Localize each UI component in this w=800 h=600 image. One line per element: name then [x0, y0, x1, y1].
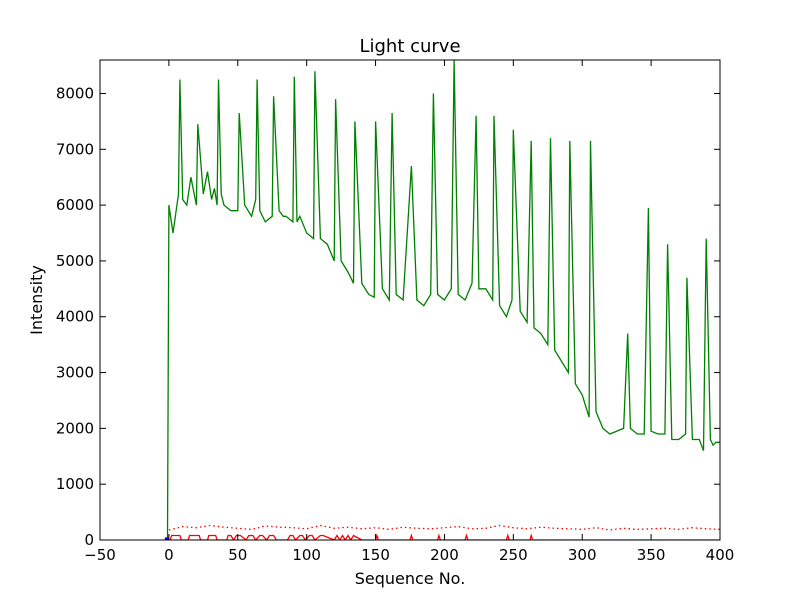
y-tick-label: 3000: [56, 364, 94, 382]
y-tick-label: 6000: [56, 196, 94, 214]
series-line-main: [166, 60, 720, 540]
x-tick-label: 250: [499, 546, 528, 564]
x-tick-label: 350: [637, 546, 666, 564]
x-tick-label: 300: [568, 546, 597, 564]
series-layer: [164, 60, 720, 540]
y-tick-label: 7000: [56, 140, 94, 158]
series-line-background: [168, 524, 720, 531]
plot-frame: [99, 59, 721, 541]
y-tick-label: 5000: [56, 252, 94, 270]
y-tick-label: 4000: [56, 308, 94, 326]
y-tick-label: 1000: [56, 475, 94, 493]
x-tick-label: 50: [228, 546, 247, 564]
x-tick-label: 400: [706, 546, 735, 564]
y-axis-label: Intensity: [27, 265, 46, 335]
series-line-flag: [168, 533, 720, 540]
x-tick-label: 0: [164, 546, 174, 564]
y-tick-label: 8000: [56, 84, 94, 102]
x-tick-label: 200: [430, 546, 459, 564]
x-tick-label: −50: [84, 546, 116, 564]
x-tick-label: 150: [361, 546, 390, 564]
y-tick-label: 2000: [56, 419, 94, 437]
chart-title: Light curve: [359, 36, 460, 57]
y-tick-label: 0: [84, 531, 94, 549]
x-tick-label: 100: [292, 546, 321, 564]
ticks-layer: −50 0 50 100 150 200 250 300 350 4000100020003000…: [56, 60, 735, 564]
x-axis-label: Sequence No.: [355, 569, 466, 588]
